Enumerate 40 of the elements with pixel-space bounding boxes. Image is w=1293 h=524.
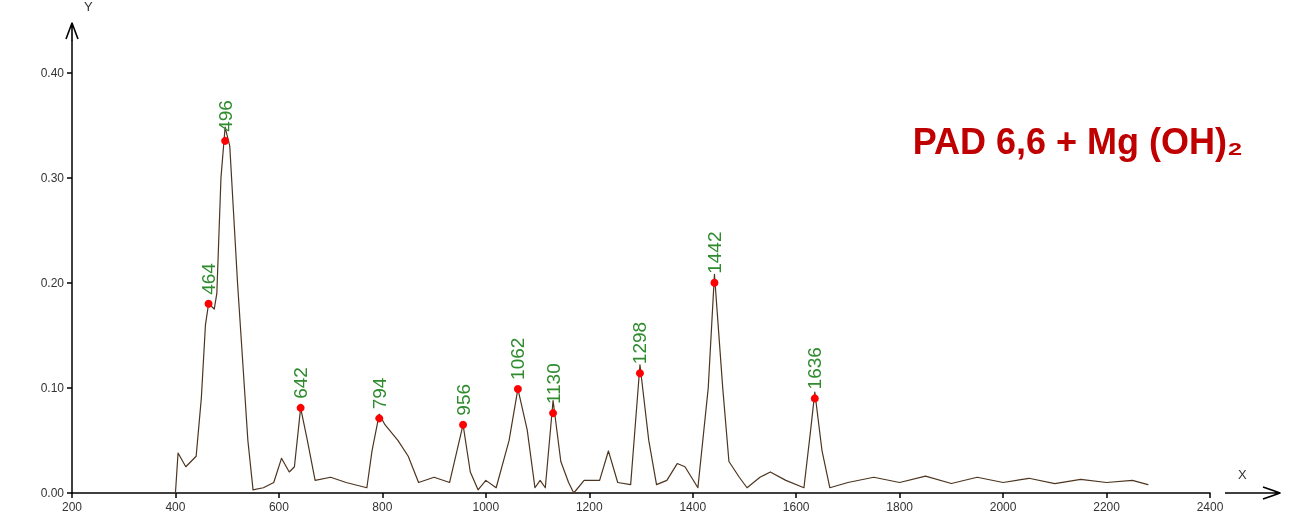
annotation: 1636 bbox=[804, 347, 826, 390]
x-tick-label: 2200 bbox=[1093, 500, 1121, 514]
y-tick-label: 0.10 bbox=[40, 380, 65, 395]
annotation: 642 bbox=[290, 367, 312, 399]
point bbox=[375, 414, 384, 423]
point bbox=[204, 299, 213, 308]
point bbox=[513, 384, 522, 393]
point bbox=[221, 136, 230, 145]
point bbox=[459, 420, 468, 429]
x-tick-label: 1200 bbox=[575, 500, 603, 514]
y-tick-label: 0.40 bbox=[40, 65, 65, 80]
annotation: 1130 bbox=[542, 363, 564, 405]
x-tick-label: 2000 bbox=[989, 500, 1017, 514]
annotation: 464 bbox=[198, 262, 220, 295]
annotation: 956 bbox=[452, 383, 474, 416]
annotation: 794 bbox=[368, 377, 390, 410]
text: PAD 6,6 + Mg (OH)₂ bbox=[912, 120, 1244, 162]
point bbox=[549, 409, 558, 418]
y-tick-label: 0.20 bbox=[40, 275, 65, 290]
y-tick-label: 0.00 bbox=[40, 486, 65, 500]
point bbox=[635, 369, 644, 378]
y-axis-title: Y bbox=[84, 0, 93, 14]
x-tick-label: 400 bbox=[165, 500, 186, 514]
x-tick-label: 200 bbox=[61, 500, 83, 514]
annotation: 1062 bbox=[507, 337, 529, 380]
x-axis-title: X bbox=[1238, 467, 1247, 482]
x-tick-label: 1000 bbox=[472, 500, 500, 514]
x-tick-label: 600 bbox=[268, 500, 290, 514]
x-tick-label: 800 bbox=[372, 500, 393, 514]
point bbox=[810, 394, 819, 403]
y-tick-label: 0.30 bbox=[40, 170, 65, 185]
point bbox=[296, 403, 305, 412]
annotation: 1442 bbox=[703, 231, 725, 274]
point bbox=[710, 278, 719, 287]
annotation: 496 bbox=[214, 100, 236, 132]
annotation: 1298 bbox=[629, 321, 651, 365]
x-tick-label: 1800 bbox=[886, 500, 914, 514]
x-tick-label: 2400 bbox=[1196, 500, 1224, 514]
x-tick-label: 1600 bbox=[782, 500, 810, 514]
x-tick-label: 1400 bbox=[679, 500, 707, 514]
